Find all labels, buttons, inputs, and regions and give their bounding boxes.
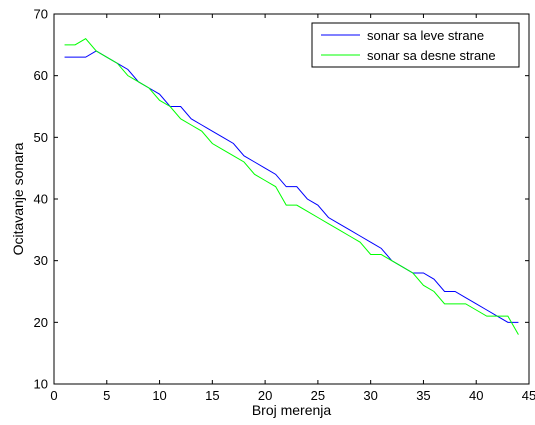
- y-tick-label: 10: [34, 377, 48, 392]
- y-tick-label: 20: [34, 315, 48, 330]
- x-axis: 0 5 10 15 20 25 30 35 40 45: [50, 14, 535, 403]
- x-tick-label: 10: [152, 388, 166, 403]
- x-axis-label: Broj merenja: [252, 402, 332, 418]
- x-tick-label: 45: [522, 388, 535, 403]
- y-axis: 10 20 30 40 50 60 70: [34, 7, 529, 392]
- x-tick-label: 5: [103, 388, 110, 403]
- y-tick-label: 70: [34, 7, 48, 22]
- legend-label-right: sonar sa desne strane: [367, 48, 496, 63]
- y-tick-label: 30: [34, 253, 48, 268]
- series-line-right: [64, 38, 519, 335]
- legend: sonar sa leve strane sonar sa desne stra…: [311, 22, 520, 68]
- y-axis-label: Ocitavanje sonara: [10, 142, 26, 255]
- y-tick-label: 50: [34, 130, 48, 145]
- x-tick-label: 40: [469, 388, 483, 403]
- x-tick-label: 30: [363, 388, 377, 403]
- x-tick-label: 0: [50, 388, 57, 403]
- series-layer: [64, 38, 519, 335]
- x-tick-label: 35: [416, 388, 430, 403]
- x-tick-label: 25: [311, 388, 325, 403]
- y-tick-label: 60: [34, 68, 48, 83]
- x-tick-label: 15: [205, 388, 219, 403]
- plot-area: [54, 14, 529, 384]
- x-tick-label: 20: [258, 388, 272, 403]
- legend-box: [311, 22, 520, 68]
- legend-label-left: sonar sa leve strane: [367, 28, 484, 43]
- y-tick-label: 40: [34, 192, 48, 207]
